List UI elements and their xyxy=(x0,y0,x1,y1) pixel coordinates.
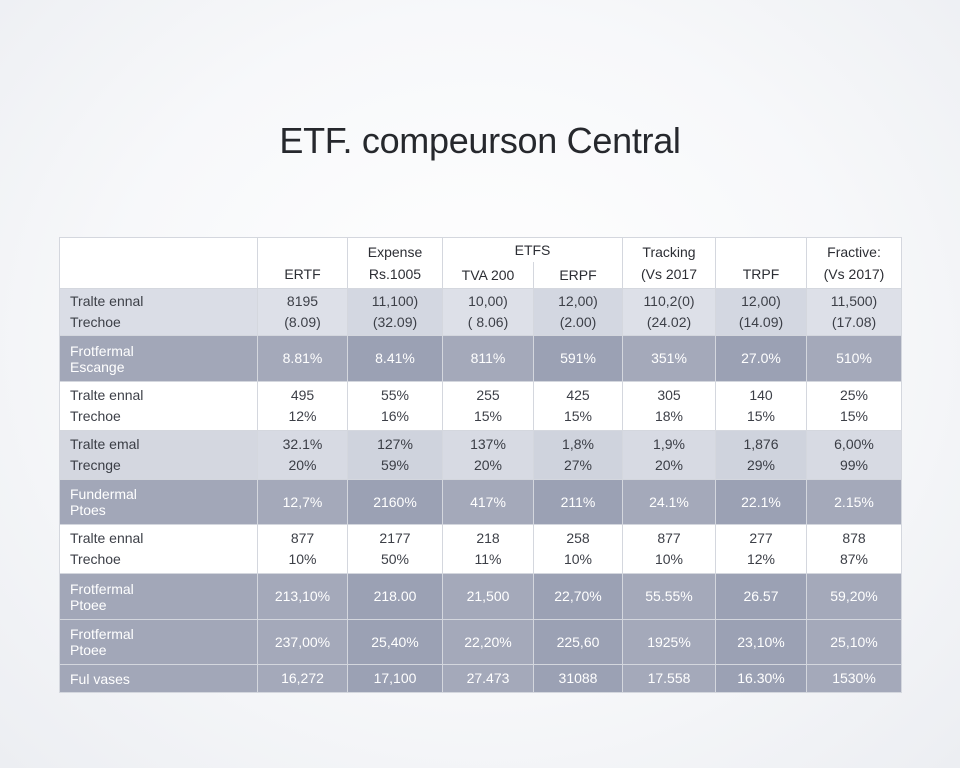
table-cell: 12,00) (2.00) xyxy=(533,288,623,336)
table-cell: 877 10% xyxy=(257,524,348,574)
table-cell: 17.558 xyxy=(622,664,716,693)
table-cell: 24.1% xyxy=(622,479,716,525)
table-cell: 10,00)( 8.06) xyxy=(442,288,534,336)
table-cell: 16,272 xyxy=(257,664,348,693)
table-cell: 351% xyxy=(622,335,716,382)
row-label: Tralte ennal Trechoe xyxy=(59,288,258,336)
table-cell: 1,9% 20% xyxy=(622,430,716,480)
table-cell: 17,100 xyxy=(347,664,443,693)
table-row: Ful vases 16,272 17,100 27.473 31088 17.558 16… xyxy=(59,664,902,693)
table-row: Frotfermal Ptoee 237,00% 25,40% 22,20% 225,60… xyxy=(59,619,902,665)
table-cell: 277 12% xyxy=(715,524,807,574)
row-label: Frotfermal Escange xyxy=(59,335,258,382)
table-cell: 25,10% xyxy=(806,619,902,665)
header-corner xyxy=(59,237,258,289)
table-cell: 22.1% xyxy=(715,479,807,525)
header-tva: TVA 200 xyxy=(442,262,534,289)
page-title: ETF. compeurson Central xyxy=(279,120,681,161)
table-cell: 2177 50% xyxy=(347,524,443,574)
table-cell: 1,8% 27% xyxy=(533,430,623,480)
table-cell: 8195 (8.09) xyxy=(257,288,348,336)
table-cell: 2.15% xyxy=(806,479,902,525)
header-erpf: ERPF xyxy=(533,262,623,289)
table-row: Tralte emal Trecnge 32.1% 20% 127% 59% 137% 20%… xyxy=(59,430,902,480)
table-cell: 495 12% xyxy=(257,381,348,431)
table-cell: 811% xyxy=(442,335,534,382)
table-cell: 127% 59% xyxy=(347,430,443,480)
table-cell: 16.30% xyxy=(715,664,807,693)
row-label: Frotfermal Ptoee xyxy=(59,619,258,665)
table-row: Fundermal Ptoes 12,7% 2160% 417% 211% 24.1% 22.… xyxy=(59,479,902,525)
table-cell: 11,500) (17.08) xyxy=(806,288,902,336)
table-cell: 218.00 xyxy=(347,573,443,620)
table-cell: 255 15% xyxy=(442,381,534,431)
table-cell: 27.473 xyxy=(442,664,534,693)
table-cell: 877 10% xyxy=(622,524,716,574)
table-cell: 22,70% xyxy=(533,573,623,620)
table-cell: 510% xyxy=(806,335,902,382)
table-cell: 211% xyxy=(533,479,623,525)
header-etfs-group: ETFS xyxy=(442,237,623,262)
table-cell: 140 15% xyxy=(715,381,807,431)
table-cell: 31088 xyxy=(533,664,623,693)
table-cell: 59,20% xyxy=(806,573,902,620)
row-label: Tralte ennal Trechoe xyxy=(59,524,258,574)
table-cell: 25,40% xyxy=(347,619,443,665)
table-cell: 27.0% xyxy=(715,335,807,382)
header-expense: Expense Rs.1005 xyxy=(347,237,443,289)
table-row: Tralte ennal Trechoe 877 10% 2177 50% 218 11% 25… xyxy=(59,524,902,574)
table-cell: 237,00% xyxy=(257,619,348,665)
table-cell: 305 18% xyxy=(622,381,716,431)
etf-comparison-table: ERTF Expense Rs.1005 ETFS Tracking (Vs 2… xyxy=(59,237,902,693)
table-cell: 26.57 xyxy=(715,573,807,620)
table-cell: 12,00) (14.09) xyxy=(715,288,807,336)
table-cell: 1530% xyxy=(806,664,902,693)
table-cell: 878 87% xyxy=(806,524,902,574)
header-trpf: TRPF xyxy=(715,237,807,289)
table-cell: 218 11% xyxy=(442,524,534,574)
table-cell: 225,60 xyxy=(533,619,623,665)
table-cell: 258 10% xyxy=(533,524,623,574)
table-cell: 1925% xyxy=(622,619,716,665)
table-cell: 55.55% xyxy=(622,573,716,620)
table-cell: 11,100) (32.09) xyxy=(347,288,443,336)
table-cell: 591% xyxy=(533,335,623,382)
table-cell: 2160% xyxy=(347,479,443,525)
table-cell: 6,00% 99% xyxy=(806,430,902,480)
table-cell: 425 15% xyxy=(533,381,623,431)
header-tracking: Tracking (Vs 2017 xyxy=(622,237,716,289)
row-label: Fundermal Ptoes xyxy=(59,479,258,525)
table-cell: 12,7% xyxy=(257,479,348,525)
table-row: Frotfermal Escange 8.81% 8.41% 811% 591% 351% 2… xyxy=(59,335,902,382)
table-row: Tralte ennal Trechoe 8195 (8.09) 11,100) (32.… xyxy=(59,288,902,336)
table-cell: 1,876 29% xyxy=(715,430,807,480)
table-cell: 213,10% xyxy=(257,573,348,620)
table-cell: 32.1% 20% xyxy=(257,430,348,480)
table-cell: 21,500 xyxy=(442,573,534,620)
table-cell: 137% 20% xyxy=(442,430,534,480)
row-label: Frotfermal Ptoee xyxy=(59,573,258,620)
table-cell: 22,20% xyxy=(442,619,534,665)
table-cell: 8.81% xyxy=(257,335,348,382)
row-label: Tralte emal Trecnge xyxy=(59,430,258,480)
table-cell: 55% 16% xyxy=(347,381,443,431)
row-label: Tralte ennal Trechoe xyxy=(59,381,258,431)
table-cell: 23,10% xyxy=(715,619,807,665)
table-cell: 8.41% xyxy=(347,335,443,382)
table-row: Tralte ennal Trechoe 495 12% 55% 16% 255 15% 425… xyxy=(59,381,902,431)
table-cell: 417% xyxy=(442,479,534,525)
row-label: Ful vases xyxy=(59,664,258,693)
table-row: Frotfermal Ptoee 213,10% 218.00 21,500 22,70%… xyxy=(59,573,902,620)
table-cell: 110,2(0) (24.02) xyxy=(622,288,716,336)
header-fractive: Fractive: (Vs 2017) xyxy=(806,237,902,289)
header-ertf: ERTF xyxy=(257,237,348,289)
table-cell: 25% 15% xyxy=(806,381,902,431)
